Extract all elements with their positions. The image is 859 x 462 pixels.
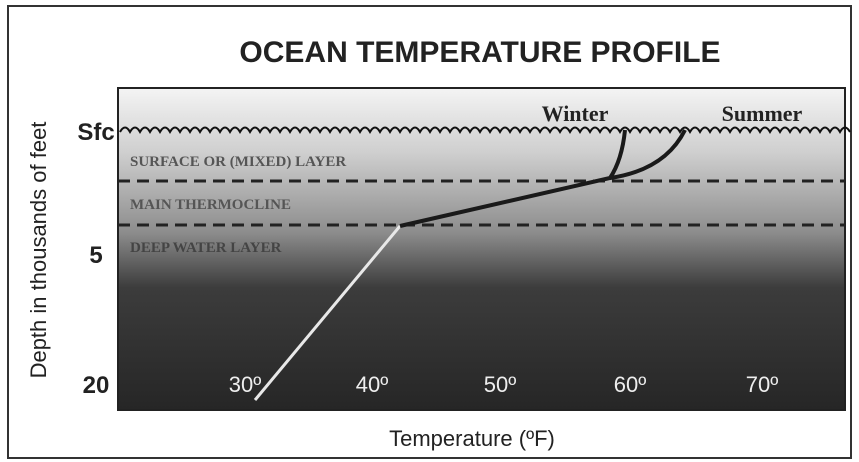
- profile-label: Winter: [542, 101, 609, 126]
- x-label: 30º: [229, 372, 262, 397]
- y-label: Sfc: [77, 119, 114, 146]
- x-label: 70º: [746, 372, 779, 397]
- x-axis-title: Temperature (ºF): [389, 426, 555, 451]
- x-label: 60º: [614, 372, 647, 397]
- layer-label: MAIN THERMOCLINE: [130, 197, 291, 213]
- profile-label: Summer: [722, 101, 803, 126]
- y-label: 5: [89, 242, 102, 269]
- x-label: 50º: [484, 372, 517, 397]
- layer-label: SURFACE OR (MIXED) LAYER: [130, 154, 346, 170]
- title: OCEAN TEMPERATURE PROFILE: [239, 36, 720, 69]
- x-label: 40º: [356, 372, 389, 397]
- y-label: 20: [83, 372, 110, 399]
- y-axis-title: Depth in thousands of feet: [26, 122, 51, 379]
- layer-label: DEEP WATER LAYER: [130, 240, 282, 256]
- diagram: OCEAN TEMPERATURE PROFILE SURFACE OR (MI…: [0, 0, 859, 462]
